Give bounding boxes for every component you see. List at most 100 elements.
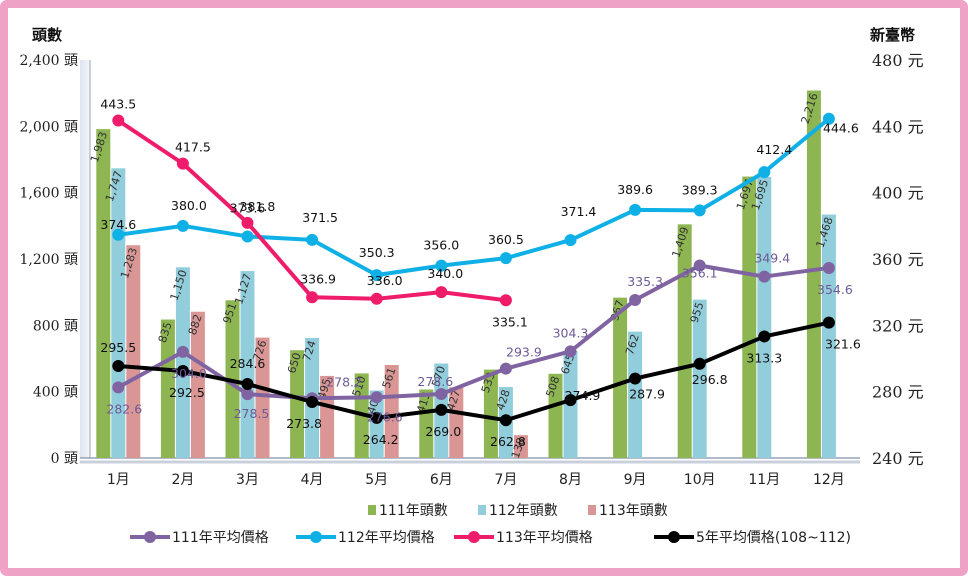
line-2-point-12 <box>822 112 835 125</box>
line-value-label: 412.4 <box>756 142 792 157</box>
bar-value-label: 762 <box>623 333 642 357</box>
y-left-axis: 0 頭 400 頭 800 頭 1,200 頭 1,600 頭 2,000 頭 2,400 … <box>19 53 78 467</box>
y-right-tick-label: 400 元 <box>872 184 924 203</box>
line-value-label: 336.0 <box>367 273 403 288</box>
line-value-label: 380.0 <box>171 198 207 213</box>
y-right-tick-label: 280 元 <box>872 383 924 402</box>
line-value-label: 417.5 <box>175 140 211 155</box>
line-4-point-1 <box>112 359 125 372</box>
line-4-point-5 <box>370 411 383 424</box>
bar-2-month-10 <box>692 299 707 458</box>
line-value-label: 371.5 <box>302 210 338 225</box>
line-value-label: 335.3 <box>627 274 663 289</box>
bar-2-month-12 <box>821 214 836 458</box>
bar-2-month-2 <box>175 267 190 458</box>
y-right-title: 新臺幣 <box>870 26 915 44</box>
bar-value-label: 495 <box>315 377 334 401</box>
bar-value-label: 570 <box>429 364 448 388</box>
line-4-point-10 <box>693 357 706 370</box>
line-value-label: 284.6 <box>230 356 266 371</box>
line-3-point-7 <box>499 294 512 307</box>
bar-value-label: 138 <box>509 436 528 460</box>
line-value-label: 356.0 <box>423 238 459 253</box>
plot-side-shade <box>80 60 90 458</box>
x-category-label: 1月 <box>107 472 130 488</box>
bar-value-label: 650 <box>285 351 304 375</box>
line-2-point-4 <box>306 233 319 246</box>
bar-value-label: 508 <box>544 375 563 399</box>
line-2-point-1 <box>112 228 125 241</box>
bar-value-label: 955 <box>688 301 707 325</box>
x-axis-categories: 1月 2月 3月 4月 5月 6月 7月 8月 9月 10月 11月 12月 <box>107 472 845 488</box>
x-category-label: 2月 <box>171 472 194 488</box>
bar-1-month-7 <box>483 369 498 458</box>
bar-3-month-2 <box>190 311 205 458</box>
y-left-tick-label: 1,200 頭 <box>19 252 78 268</box>
legend-swatch-bar-2 <box>478 505 486 515</box>
line-value-label: 293.9 <box>506 345 542 360</box>
x-category-label: 12月 <box>813 472 845 488</box>
line-value-label: 278.6 <box>417 374 453 389</box>
y-left-tick-label: 2,000 頭 <box>19 119 78 135</box>
legend-label: 112年頭數 <box>489 503 558 519</box>
line-1-point-3 <box>241 388 254 401</box>
bar-2-month-5 <box>369 390 384 458</box>
extra-value-label: 278.2 <box>326 375 362 390</box>
y-left-tick-label: 400 頭 <box>33 385 78 401</box>
y-left-tick-label: 0 頭 <box>51 451 78 467</box>
x-category-label: 10月 <box>684 472 716 488</box>
line-1-point-5 <box>370 391 383 404</box>
line-1-point-7 <box>499 362 512 375</box>
y-left-tick-label: 2,400 頭 <box>19 53 78 69</box>
line-value-label: 313.3 <box>746 350 782 365</box>
y-right-tick-label: 240 元 <box>872 449 924 468</box>
line-4-point-4 <box>306 395 319 408</box>
line-3-point-2 <box>176 157 189 170</box>
legend-label: 113年頭數 <box>599 503 668 519</box>
line-value-label: 296.8 <box>692 372 728 387</box>
lines-layer <box>112 112 835 427</box>
line-2-point-10 <box>693 204 706 217</box>
line-value-label: 443.5 <box>100 97 136 112</box>
x-category-label: 9月 <box>624 472 647 488</box>
x-category-label: 3月 <box>236 472 259 488</box>
line-labels-layer: 282.6 304.0 278.5 276.6 278.6 293.9 304.3 335.3… <box>100 97 860 450</box>
line-2-point-3 <box>241 230 254 243</box>
line-2-point-5 <box>370 269 383 282</box>
line-2-point-2 <box>176 219 189 232</box>
x-category-label: 11月 <box>748 472 780 488</box>
bar-1-month-10 <box>677 224 692 458</box>
y-right-tick-label: 320 元 <box>872 316 924 335</box>
line-value-label: 444.6 <box>823 121 859 136</box>
bar-1-month-2 <box>160 319 175 458</box>
legend-swatch-bar-3 <box>588 505 596 515</box>
line-1-point-12 <box>822 261 835 274</box>
x-category-label: 8月 <box>559 472 582 488</box>
bar-value-label: 726 <box>251 339 270 363</box>
line-3-point-3 <box>241 216 254 229</box>
line-1-point-9 <box>629 293 642 306</box>
line-2-point-6 <box>435 259 448 272</box>
line-value-label: 354.6 <box>817 282 853 297</box>
line-4-point-9 <box>629 372 642 385</box>
bar-3-month-6 <box>449 387 464 458</box>
y-left-title: 頭數 <box>32 26 62 44</box>
line-series-1 <box>116 263 831 401</box>
line-2-point-8 <box>564 234 577 247</box>
line-4-point-11 <box>758 330 771 343</box>
line-1-point-11 <box>758 270 771 283</box>
bar-1-month-6 <box>419 389 434 458</box>
legend-swatch-marker-4 <box>668 531 680 543</box>
legend-label: 111年頭數 <box>379 503 448 519</box>
line-series-2 <box>116 116 831 278</box>
bar-1-month-11 <box>742 176 757 459</box>
bar-value-label: 645 <box>559 352 578 376</box>
y-right-tick-label: 360 元 <box>872 250 924 269</box>
chart-legend: 111年頭數 112年頭數 113年頭數 111年平均價格 112年平均價格 113年平均… <box>130 503 851 546</box>
x-category-label: 4月 <box>301 472 324 488</box>
line-value-label: 276.6 <box>367 409 403 424</box>
bar-2-month-3 <box>240 271 255 458</box>
line-value-label: 274.9 <box>565 388 601 403</box>
x-category-label: 7月 <box>494 472 517 488</box>
